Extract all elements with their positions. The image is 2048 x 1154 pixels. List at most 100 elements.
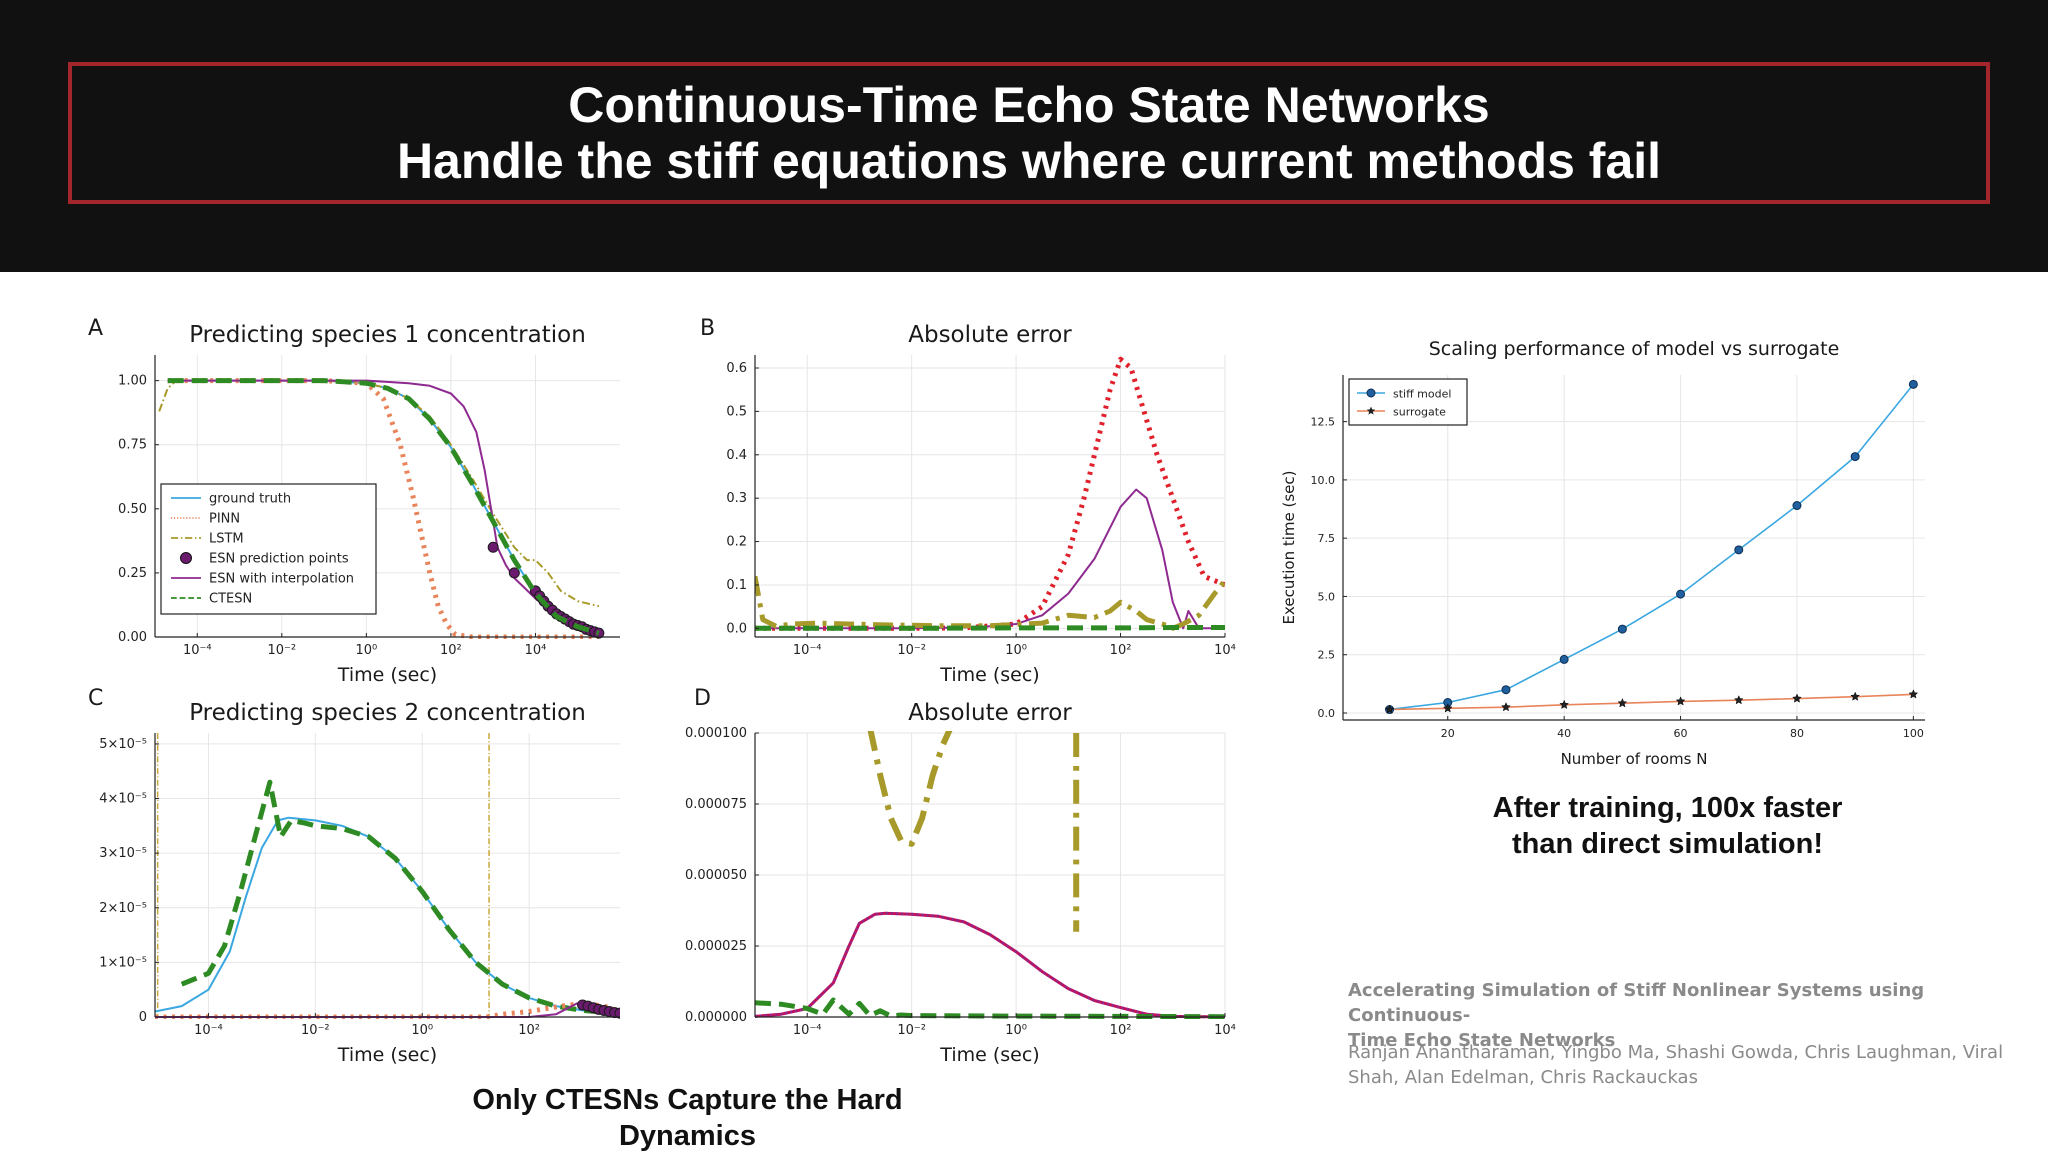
y-tick-label: 0.000100 (685, 726, 747, 741)
series-surrogate-point (1442, 703, 1453, 713)
y-axis-label: Execution time (sec) (1280, 470, 1298, 624)
legend-esn-prediction-points-swatch (180, 552, 192, 564)
legend-esn-prediction-points-label: ESN prediction points (209, 552, 349, 567)
x-tick-label: 10² (1110, 643, 1132, 658)
legend-ground-truth-label: ground truth (209, 492, 291, 507)
x-tick-label: 10⁰ (1005, 1023, 1027, 1038)
panel-label: C (88, 686, 103, 711)
x-axis-label: Time (sec) (337, 1044, 437, 1066)
x-tick-label: 40 (1557, 727, 1571, 740)
y-tick-label: 0 (139, 1010, 147, 1025)
caption-left: Only CTESNs Capture the Hard Dynamics (420, 1082, 955, 1154)
caption-right: After training, 100x faster than direct … (1440, 790, 1895, 862)
y-tick-label: 0.00 (118, 630, 147, 645)
x-tick-label: 10⁻² (268, 643, 297, 658)
x-tick-label: 10² (518, 1023, 540, 1038)
x-tick-label: 10⁻² (897, 643, 926, 658)
series-esn-with-interpolation-line (755, 488, 1225, 630)
series-stiff-model-point (1734, 545, 1744, 555)
series-lstm-line (755, 575, 1225, 631)
series-ground-truth-line (155, 816, 620, 1015)
series-group (1389, 383, 1915, 711)
series-surrogate-point (1792, 693, 1802, 703)
reference-authors: Ranjan Anantharaman, Yingbo Ma, Shashi G… (1348, 1040, 2038, 1090)
y-tick-label: 12.5 (1311, 416, 1336, 429)
series-surrogate-point (1384, 704, 1395, 714)
chart-title: Absolute error (908, 700, 1072, 726)
x-tick-label: 20 (1441, 727, 1455, 740)
reference-title-line-2: Time Echo State Networks (1348, 1030, 1616, 1051)
reference-title: Accelerating Simulation of Stiff Nonline… (1348, 978, 2028, 1053)
y-tick-label: 2.5 (1318, 649, 1336, 662)
series-esn-prediction-points-line (755, 911, 1225, 1019)
x-axis-label: Time (sec) (337, 664, 437, 686)
reference-authors-line-2: Shah, Alan Edelman, Chris Rackauckas (1348, 1067, 1698, 1088)
y-tick-label: 0.000000 (685, 1010, 747, 1025)
series-stiff-model-point (1501, 685, 1511, 695)
series-group (158, 378, 605, 639)
y-tick-label: 0.1 (726, 578, 747, 593)
chart-species2-concentration: 10⁻⁴ 10⁻² 10⁰ 10² 0 1×10⁻⁵ 2×10⁻⁵ 3×10⁻⁵ 4×10⁻⁵ 5… (88, 686, 620, 1066)
chart-title: Predicting species 1 concentration (189, 322, 586, 348)
title-banner: Continuous-Time Echo State Networks Hand… (0, 0, 2048, 272)
x-tick-label: 10⁻⁴ (194, 1023, 223, 1038)
chart-absolute-error-species2: 10⁻⁴ 10⁻² 10⁰ 10² 10⁴ 0.000000 0.000025 0.00005… (685, 686, 1236, 1066)
y-tick-label: 0.0 (726, 621, 747, 636)
series-surrogate-line (1389, 693, 1914, 711)
legend-box (160, 483, 377, 615)
series-stiff-model-line (1389, 383, 1915, 711)
x-axis-label: Time (sec) (939, 1044, 1039, 1066)
y-tick-label: 0.0 (1318, 707, 1336, 720)
legend-pinn-label: PINN (209, 512, 240, 527)
caption-left-line-1: Only CTESNs Capture the Hard (472, 1084, 903, 1116)
y-tick-label: 1×10⁻⁵ (99, 955, 147, 970)
series-surrogate-point (1733, 695, 1744, 705)
series-esn-prediction-points-point (508, 567, 520, 579)
series-stiff-model-point (1908, 379, 1918, 389)
y-tick-label: 5.0 (1318, 590, 1336, 603)
y-tick-label: 0.4 (726, 448, 747, 463)
y-tick-label: 0.75 (118, 438, 147, 453)
legend-lstm-label: LSTM (209, 532, 244, 547)
series-ctesn-line (755, 625, 1225, 631)
y-tick-label: 0.50 (118, 502, 147, 517)
series-stiff-model-point (1676, 589, 1686, 599)
y-tick-label: 10.0 (1311, 474, 1336, 487)
legend-surrogate-marker (1366, 406, 1376, 415)
x-tick-label: 10⁴ (1214, 1023, 1236, 1038)
x-tick-label: 10⁻² (897, 1023, 926, 1038)
chart-title: Predicting species 2 concentration (189, 700, 586, 726)
chart-absolute-error-species1: 10⁻⁴ 10⁻² 10⁰ 10² 10⁴ 0.0 0.1 0.2 0.3 0.4 0.5 0.6 Ab… (700, 316, 1236, 686)
x-tick-label: 10⁻⁴ (183, 643, 212, 658)
x-tick-label: 10⁰ (355, 643, 377, 658)
series-group (155, 733, 620, 1019)
y-tick-label: 5×10⁻⁵ (99, 737, 147, 752)
series-ctesn-line (167, 378, 600, 636)
y-tick-label: 0.000075 (685, 797, 747, 812)
x-tick-label: 10⁻⁴ (793, 1023, 822, 1038)
x-tick-label: 60 (1674, 727, 1688, 740)
y-tick-label: 4×10⁻⁵ (99, 792, 147, 807)
panel-label: D (694, 686, 711, 711)
x-axis-label: Time (sec) (939, 664, 1039, 686)
legend-box (1348, 378, 1468, 426)
x-tick-label: 10² (1110, 1023, 1132, 1038)
slide-title-line-1: Continuous-Time Echo State Networks (568, 77, 1490, 133)
series-surrogate-point (1559, 699, 1570, 710)
x-tick-label: 10⁰ (411, 1023, 433, 1038)
x-axis-label: Number of rooms N (1561, 750, 1708, 768)
series-ctesn-line (180, 779, 620, 1016)
reference-title-line-1: Accelerating Simulation of Stiff Nonline… (1348, 980, 1925, 1026)
series-surrogate-point (1501, 702, 1511, 712)
y-tick-label: 0.6 (726, 361, 747, 376)
series-esn-prediction-points-point (614, 1007, 620, 1019)
y-tick-label: 0.5 (726, 404, 747, 419)
series-esn-prediction-points-point (487, 541, 499, 553)
caption-right-line-1: After training, 100x faster (1492, 792, 1843, 824)
legend-surrogate-label: surrogate (1393, 406, 1446, 419)
legend-esn-with-interpolation-label: ESN with interpolation (209, 572, 354, 587)
x-tick-label: 10² (440, 643, 462, 658)
panel-label: A (88, 316, 103, 341)
y-tick-label: 0.2 (726, 535, 747, 550)
chart-scaling-performance: 20 40 60 80 100 0.0 2.5 5.0 7.5 10.0 12.5 Scaling p… (1280, 338, 1925, 768)
